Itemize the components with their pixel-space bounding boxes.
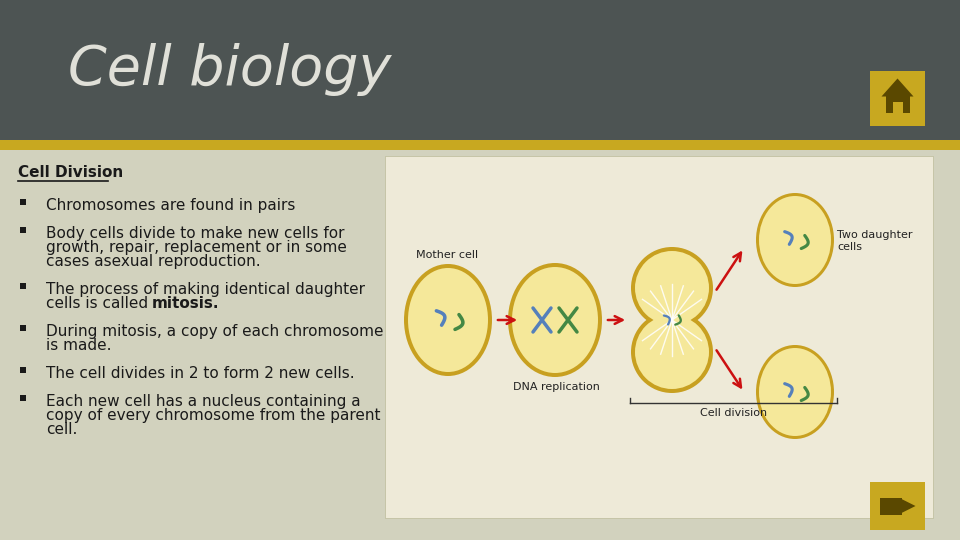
- Text: The cell divides in 2 to form 2 new cells.: The cell divides in 2 to form 2 new cell…: [46, 366, 354, 381]
- Ellipse shape: [756, 193, 834, 287]
- Bar: [870, 71, 925, 126]
- Text: copy of every chromosome from the parent: copy of every chromosome from the parent: [46, 408, 380, 423]
- Bar: [20, 227, 26, 233]
- Text: Mother cell: Mother cell: [416, 250, 478, 260]
- Bar: [20, 283, 26, 289]
- Text: Cell Division: Cell Division: [18, 165, 123, 180]
- Bar: [385, 156, 933, 518]
- Text: Each new cell has a nucleus containing a: Each new cell has a nucleus containing a: [46, 394, 361, 409]
- Ellipse shape: [635, 315, 709, 389]
- Text: Cell division: Cell division: [700, 408, 767, 418]
- Text: DNA replication: DNA replication: [513, 382, 600, 392]
- Bar: [879, 498, 901, 515]
- Text: cases asexual reproduction.: cases asexual reproduction.: [46, 254, 260, 269]
- Bar: [870, 482, 925, 530]
- Bar: [20, 367, 26, 373]
- Bar: [0, 140, 960, 150]
- Ellipse shape: [508, 263, 602, 377]
- Ellipse shape: [756, 345, 834, 439]
- Polygon shape: [881, 78, 914, 97]
- Bar: [0, 150, 960, 540]
- Bar: [20, 395, 26, 401]
- Ellipse shape: [512, 267, 598, 373]
- Ellipse shape: [635, 251, 709, 325]
- Text: During mitosis, a copy of each chromosome: During mitosis, a copy of each chromosom…: [46, 324, 383, 339]
- Text: cells is called: cells is called: [46, 296, 153, 311]
- Bar: [20, 199, 26, 205]
- Bar: [885, 94, 909, 112]
- Bar: [20, 325, 26, 331]
- Text: Body cells divide to make new cells for: Body cells divide to make new cells for: [46, 226, 345, 241]
- Polygon shape: [901, 499, 916, 513]
- Text: is made.: is made.: [46, 338, 111, 353]
- Text: growth, repair, replacement or in some: growth, repair, replacement or in some: [46, 240, 347, 255]
- Ellipse shape: [408, 268, 488, 372]
- Text: cell.: cell.: [46, 422, 78, 437]
- Text: The process of making identical daughter: The process of making identical daughter: [46, 282, 365, 297]
- Text: mitosis.: mitosis.: [152, 296, 219, 311]
- Bar: [893, 102, 902, 112]
- Ellipse shape: [759, 348, 831, 436]
- Ellipse shape: [759, 196, 831, 284]
- Bar: [0, 0, 960, 140]
- Text: Chromosomes are found in pairs: Chromosomes are found in pairs: [46, 198, 296, 213]
- Ellipse shape: [631, 247, 713, 329]
- Ellipse shape: [404, 264, 492, 376]
- Text: Cell biology: Cell biology: [68, 44, 392, 97]
- Text: Two daughter
cells: Two daughter cells: [837, 231, 913, 252]
- Ellipse shape: [631, 311, 713, 393]
